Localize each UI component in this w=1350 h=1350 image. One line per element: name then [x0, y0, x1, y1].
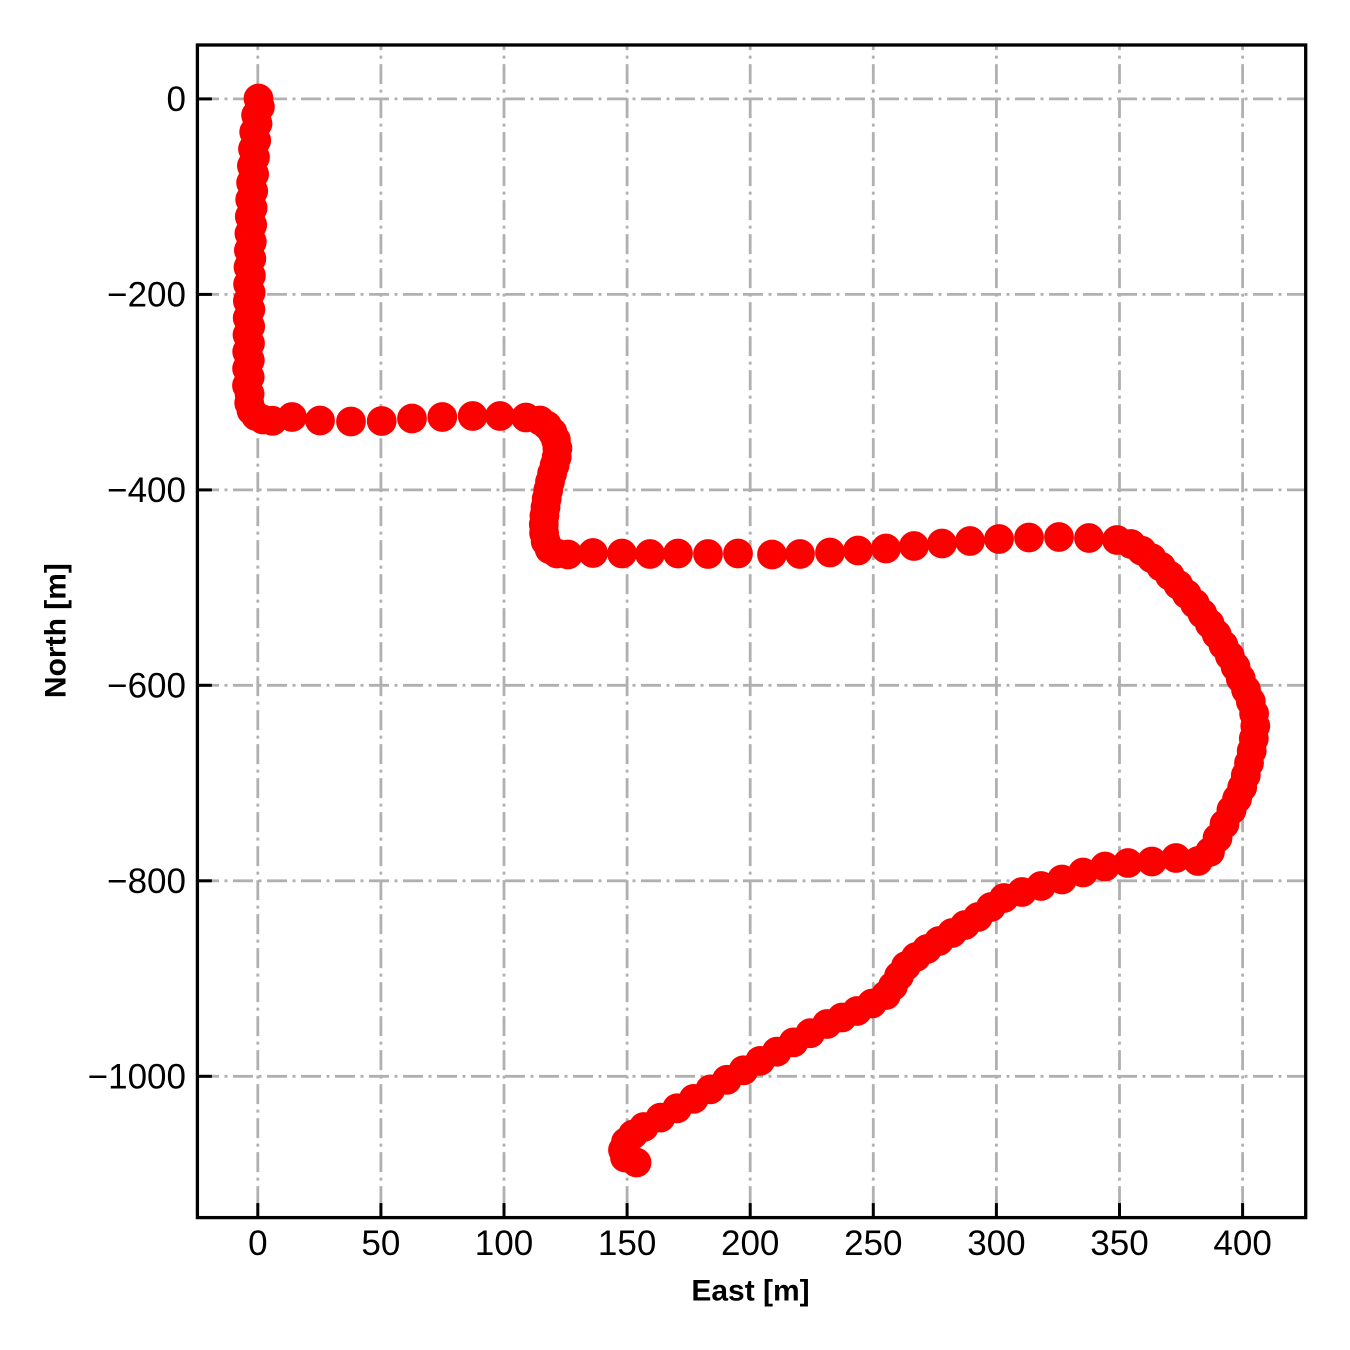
svg-text:−400: −400 [107, 471, 186, 510]
svg-text:400: 400 [1213, 1224, 1271, 1263]
svg-text:250: 250 [844, 1224, 902, 1263]
svg-text:0: 0 [167, 80, 186, 119]
svg-text:East [m]: East [m] [691, 1275, 809, 1308]
svg-text:−800: −800 [107, 862, 186, 901]
svg-text:0: 0 [248, 1224, 267, 1263]
svg-text:200: 200 [721, 1224, 779, 1263]
svg-text:100: 100 [475, 1224, 533, 1263]
svg-text:300: 300 [967, 1224, 1025, 1263]
svg-text:−1000: −1000 [88, 1058, 186, 1097]
svg-text:−200: −200 [107, 276, 186, 315]
svg-text:350: 350 [1090, 1224, 1148, 1263]
svg-text:50: 50 [361, 1224, 400, 1263]
svg-text:150: 150 [598, 1224, 656, 1263]
svg-text:North [m]: North [m] [40, 563, 73, 698]
svg-text:−600: −600 [107, 667, 186, 706]
